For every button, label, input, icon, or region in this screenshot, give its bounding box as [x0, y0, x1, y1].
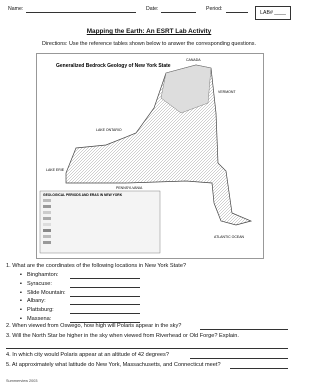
bullet: ▪ — [20, 298, 22, 305]
title: Mapping the Earth: An ESRT Lab Activity — [86, 28, 212, 35]
question: 5. At approximately what latitude do New… — [6, 362, 221, 368]
question-text: What are the coordinates of the followin… — [12, 263, 187, 269]
question-text: In which city would Polaris appear at an… — [12, 352, 169, 358]
period-line — [226, 12, 248, 13]
state-outline — [65, 64, 253, 226]
map-label: CANADA — [186, 58, 201, 62]
question-number: 1. — [6, 263, 11, 269]
answer-line — [230, 368, 288, 369]
name-line — [26, 12, 136, 13]
answer-line — [70, 313, 140, 315]
answer-line — [70, 322, 140, 323]
map-label: LAKE ERIE — [46, 168, 65, 172]
page: Name: Date: Period: LAB# ____ Mapping th… — [6, 6, 291, 383]
adirondacks — [160, 64, 212, 114]
question: 1. What are the coordinates of the follo… — [6, 263, 186, 269]
bullet: ▪ — [20, 272, 22, 278]
item-label: Binghamton: — [27, 272, 59, 278]
answer-line — [200, 329, 288, 330]
question-text: At approximately what latitude do New Yo… — [11, 362, 221, 368]
map-title: Generalized Bedrock Geology of New York … — [56, 63, 171, 69]
question: 4. In which city would Polaris appear at… — [6, 352, 169, 358]
question: 3. Will the North Star be higher in the … — [6, 333, 239, 339]
item-label: Albany: — [27, 298, 46, 305]
date-line — [161, 12, 196, 13]
item-label: Slide Mountain: — [27, 289, 66, 296]
map-label: VERMONT — [218, 90, 236, 94]
lab-box: LAB# ____ — [255, 6, 291, 20]
map-label: ATLANTIC OCEAN — [214, 235, 245, 239]
question-text: Will the North Star be higher in the sky… — [12, 333, 239, 339]
answer-line — [190, 358, 288, 359]
map: Generalized Bedrock Geology of New York … — [36, 53, 264, 259]
answer-line — [6, 348, 288, 349]
map-label: PENNSYLVANIA — [116, 186, 143, 190]
item-label: Syracuse: — [27, 280, 52, 287]
bullet: ▪ — [20, 280, 22, 287]
bullet: ▪ — [20, 289, 22, 296]
date-label: Date: — [146, 6, 159, 12]
legend-rows — [43, 199, 51, 244]
bullet: ▪ — [20, 316, 22, 322]
bullet: ▪ — [20, 307, 22, 314]
question-number: 3. — [6, 333, 11, 339]
question-text: When viewed from Oswego, how high will P… — [12, 323, 182, 329]
answer-line — [70, 278, 140, 279]
question: 2. When viewed from Oswego, how high wil… — [6, 323, 181, 329]
item-label: Plattsburg: — [27, 307, 54, 314]
footer: Summerview 2003 — [6, 379, 38, 383]
answer-line — [70, 295, 140, 297]
question-number: 5. — [6, 362, 11, 368]
answer-line — [70, 286, 140, 288]
period-label: Period: — [206, 6, 223, 12]
legend-box — [39, 190, 161, 254]
name-label: Name: — [8, 6, 24, 12]
directions: Directions: Use the reference tables sho… — [42, 41, 256, 47]
item-label: Massena: — [27, 316, 52, 322]
question-number: 2. — [6, 323, 11, 329]
map-label: LAKE ONTARIO — [96, 128, 122, 132]
legend-title: GEOLOGICAL PERIODS AND ERAS IN NEW YORK — [43, 193, 123, 197]
answer-line — [70, 304, 140, 306]
question-number: 4. — [6, 352, 11, 358]
